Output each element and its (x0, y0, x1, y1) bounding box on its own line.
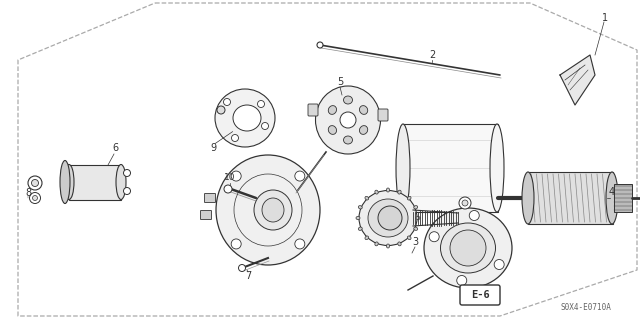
Ellipse shape (408, 197, 411, 200)
Text: E-6: E-6 (470, 290, 490, 300)
Ellipse shape (365, 236, 369, 240)
Circle shape (28, 176, 42, 190)
Ellipse shape (398, 190, 401, 194)
FancyBboxPatch shape (308, 104, 318, 116)
Ellipse shape (328, 126, 337, 134)
Ellipse shape (396, 124, 410, 212)
FancyBboxPatch shape (378, 109, 388, 121)
Circle shape (231, 171, 241, 181)
Circle shape (231, 239, 241, 249)
Text: S0X4-E0710A: S0X4-E0710A (561, 303, 611, 313)
Ellipse shape (360, 126, 368, 134)
Circle shape (31, 180, 38, 187)
Text: 7: 7 (245, 271, 251, 281)
Text: 1: 1 (602, 13, 608, 23)
Ellipse shape (344, 96, 353, 104)
Circle shape (469, 211, 479, 220)
Circle shape (457, 276, 467, 286)
Text: 6: 6 (112, 143, 118, 153)
Circle shape (33, 196, 38, 201)
Ellipse shape (358, 206, 362, 209)
FancyBboxPatch shape (205, 194, 216, 203)
Circle shape (223, 99, 230, 106)
Ellipse shape (116, 165, 126, 199)
Bar (69, 165, 121, 200)
Ellipse shape (358, 227, 362, 230)
Text: 9: 9 (210, 143, 216, 153)
Ellipse shape (233, 105, 261, 131)
Bar (403, 124, 498, 212)
Ellipse shape (408, 236, 411, 240)
Text: 8: 8 (25, 188, 31, 198)
Bar (528, 172, 613, 224)
Circle shape (429, 232, 439, 242)
Ellipse shape (375, 242, 378, 246)
Ellipse shape (356, 216, 360, 219)
Ellipse shape (368, 199, 408, 237)
Circle shape (262, 122, 269, 130)
Ellipse shape (375, 190, 378, 194)
Ellipse shape (328, 106, 337, 115)
Ellipse shape (360, 106, 368, 115)
Ellipse shape (416, 216, 420, 219)
Circle shape (239, 264, 246, 271)
Circle shape (295, 239, 305, 249)
Ellipse shape (522, 172, 534, 224)
Ellipse shape (440, 223, 495, 273)
Ellipse shape (316, 86, 381, 154)
Ellipse shape (490, 124, 504, 212)
Circle shape (124, 169, 131, 176)
Circle shape (494, 259, 504, 270)
Ellipse shape (254, 190, 292, 230)
Circle shape (217, 106, 225, 114)
Polygon shape (560, 55, 595, 105)
Text: 3: 3 (412, 237, 418, 247)
Ellipse shape (262, 198, 284, 222)
Ellipse shape (216, 155, 320, 265)
Text: 2: 2 (429, 50, 435, 60)
Circle shape (257, 100, 264, 108)
Bar (614, 184, 632, 212)
Circle shape (340, 112, 356, 128)
Ellipse shape (387, 244, 390, 248)
Circle shape (317, 42, 323, 48)
Circle shape (29, 192, 40, 204)
Ellipse shape (215, 89, 275, 147)
Circle shape (232, 135, 239, 142)
Text: 10: 10 (224, 174, 236, 182)
Ellipse shape (365, 197, 369, 200)
Circle shape (459, 197, 471, 209)
Ellipse shape (398, 242, 401, 246)
Ellipse shape (344, 136, 353, 144)
Circle shape (224, 185, 232, 193)
Ellipse shape (60, 160, 70, 204)
Ellipse shape (387, 188, 390, 192)
Ellipse shape (414, 206, 418, 209)
Circle shape (295, 171, 305, 181)
Circle shape (450, 230, 486, 266)
Ellipse shape (424, 208, 512, 288)
FancyBboxPatch shape (460, 285, 500, 305)
Text: 5: 5 (337, 77, 343, 87)
FancyBboxPatch shape (200, 211, 211, 219)
Ellipse shape (414, 227, 418, 230)
Ellipse shape (64, 165, 74, 199)
Ellipse shape (359, 190, 417, 246)
Circle shape (378, 206, 402, 230)
Text: 4: 4 (609, 187, 615, 197)
Circle shape (124, 188, 131, 195)
Ellipse shape (606, 172, 618, 224)
Circle shape (462, 200, 468, 206)
